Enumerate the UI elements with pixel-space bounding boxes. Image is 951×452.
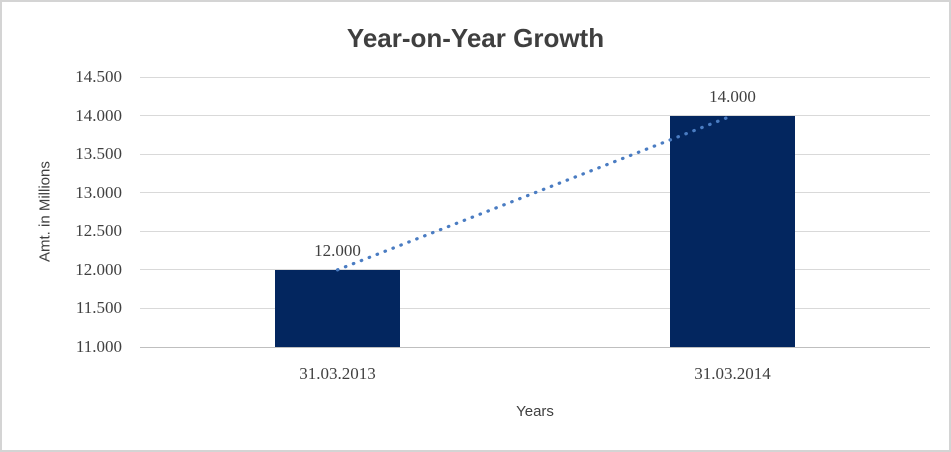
x-axis-title: Years — [516, 403, 554, 420]
bar-31.03.2013 — [275, 269, 400, 347]
y-tick-label: 11.000 — [75, 337, 122, 356]
gridline — [140, 230, 930, 232]
gridline — [140, 115, 930, 117]
y-tick-label: 11.500 — [75, 298, 122, 318]
y-tick-label: 12.000 — [75, 259, 122, 279]
data-label-31.03.2014: 14.000 — [709, 86, 756, 106]
x-axis-line — [140, 346, 930, 348]
bar-31.03.2014 — [670, 115, 795, 347]
y-tick-label: 14.500 — [75, 67, 122, 86]
y-tick-label: 12.500 — [75, 221, 122, 241]
x-tick-label-31.03.2014: 31.03.2014 — [694, 364, 771, 383]
gridline — [140, 269, 930, 271]
gridline — [140, 153, 930, 155]
gridline — [140, 307, 930, 309]
gridline — [140, 192, 930, 194]
x-tick-label-31.03.2013: 31.03.2013 — [299, 364, 376, 383]
data-label-31.03.2013: 12.000 — [314, 240, 361, 260]
chart-title: Year-on-Year Growth — [346, 23, 605, 53]
y-tick-label: 13.000 — [75, 182, 122, 202]
y-tick-label: 13.500 — [75, 144, 122, 164]
gridline — [140, 76, 930, 78]
y-tick-label: 14.000 — [75, 105, 122, 125]
